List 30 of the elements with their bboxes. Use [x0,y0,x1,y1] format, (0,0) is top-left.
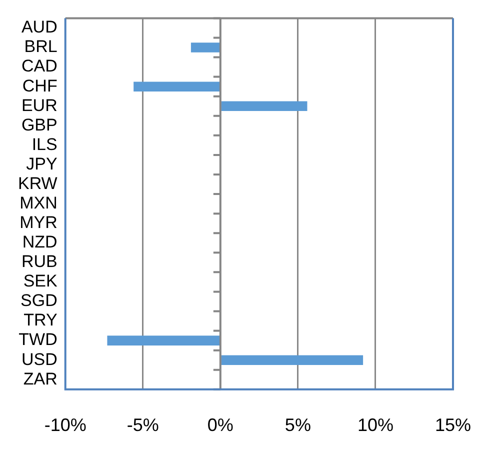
y-tick-label: TWD [18,330,58,350]
y-tick-label: TRY [24,310,58,330]
bar [134,82,220,92]
y-tick-label: MYR [20,213,58,232]
y-tick-label: RUB [21,252,58,272]
bar [107,336,220,346]
x-tick-label: -5% [126,415,159,436]
y-tick-label: ILS [32,134,58,154]
y-tick-label: AUD [21,18,58,37]
bar [221,101,308,111]
x-tick-label: 10% [357,415,394,436]
bar [221,355,364,365]
y-tick-label: CHF [22,76,58,96]
y-tick-label: JPY [26,154,58,174]
y-tick-label: KRW [18,174,58,193]
x-tick-label: 15% [434,415,471,436]
y-tick-label: EUR [21,96,58,115]
y-tick-label: BRL [24,37,58,56]
x-tick-label: 5% [284,415,311,436]
y-tick-label: CAD [21,56,58,76]
y-tick-label: GBP [21,115,58,134]
y-tick-label: ZAR [23,369,58,388]
x-tick-label: -10% [44,415,86,436]
y-tick-label: SGD [20,291,58,310]
bar [190,42,220,52]
y-tick-label: USD [21,350,58,369]
y-tick-label: NZD [22,232,58,252]
x-tick-label: 0% [207,415,234,436]
y-tick-label: SEK [23,272,58,291]
y-tick-label: MXN [20,193,58,212]
